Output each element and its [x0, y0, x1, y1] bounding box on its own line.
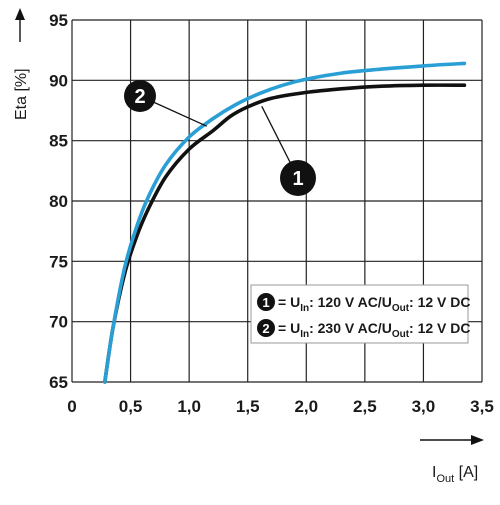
legend-box — [250, 284, 469, 344]
series-line-1 — [103, 83, 467, 384]
x-tick-label: 2,0 — [294, 397, 318, 416]
y-tick-label: 85 — [49, 132, 68, 151]
callout-badge-1 — [280, 160, 316, 196]
callout-label: 2 — [134, 86, 145, 108]
legend-entry-1: = UIn: 120 V AC/UOut: 12 V DC — [278, 294, 471, 314]
series-line-2 — [103, 61, 467, 384]
axis-titles: Eta [%] IOut [A] — [13, 8, 484, 485]
callout-label: 1 — [292, 168, 303, 190]
y-tick-label: 65 — [49, 373, 68, 392]
series-callouts: 12 — [124, 80, 316, 196]
x-tick-label: 3,0 — [412, 397, 436, 416]
legend-entry-2: = UIn: 230 V AC/UOut: 12 V DC — [278, 320, 471, 340]
legend-badge-label: 1 — [262, 295, 269, 310]
y-tick-label: 90 — [49, 71, 68, 90]
y-axis-arrow-head — [15, 8, 25, 20]
x-tick-label: 1,0 — [177, 397, 201, 416]
x-tick-label: 2,5 — [353, 397, 377, 416]
legend: 1 = UIn: 120 V AC/UOut: 12 V DC 2 = UIn: 23… — [250, 284, 471, 344]
y-tick-label: 80 — [49, 192, 68, 211]
x-tick-label: 3,5 — [470, 397, 494, 416]
x-axis-title: IOut [A] — [432, 464, 478, 485]
legend-badge-label: 2 — [262, 321, 269, 336]
y-tick-label: 70 — [49, 313, 68, 332]
y-tick-label: 95 — [49, 11, 68, 30]
series-lines — [103, 61, 467, 384]
y-tick-label: 75 — [49, 252, 68, 271]
legend-badge-2 — [257, 319, 275, 337]
y-axis-title: Eta [%] — [13, 68, 30, 120]
tick-labels: 0 0,5 1,0 1,5 2,0 2,5 3,0 3,5 65 70 75 80 85 90 95 — [49, 11, 494, 416]
x-tick-label: 0,5 — [119, 397, 143, 416]
grid — [71, 19, 483, 383]
callout-badge-2 — [124, 80, 156, 112]
legend-badge-1 — [257, 293, 275, 311]
x-axis-arrow-head — [471, 435, 484, 445]
x-tick-label: 1,5 — [236, 397, 260, 416]
x-tick-label: 0 — [67, 397, 76, 416]
